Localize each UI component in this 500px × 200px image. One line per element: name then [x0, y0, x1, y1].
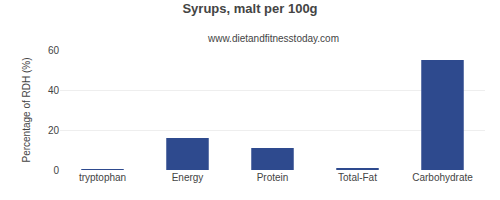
svg-text:www.dietandfitnesstoday.com: www.dietandfitnesstoday.com — [207, 33, 339, 44]
svg-text:Syrups, malt per 100g: Syrups, malt per 100g — [182, 1, 317, 16]
svg-text:Energy: Energy — [172, 172, 204, 183]
svg-text:Total-Fat: Total-Fat — [338, 172, 377, 183]
svg-text:20: 20 — [48, 125, 60, 136]
svg-text:Carbohydrate: Carbohydrate — [412, 172, 473, 183]
svg-text:tryptophan: tryptophan — [79, 172, 126, 183]
svg-text:60: 60 — [48, 45, 60, 56]
svg-text:0: 0 — [53, 165, 59, 176]
svg-text:Percentage of RDH (%): Percentage of RDH (%) — [21, 57, 32, 162]
svg-text:40: 40 — [48, 85, 60, 96]
svg-text:Protein: Protein — [257, 172, 289, 183]
